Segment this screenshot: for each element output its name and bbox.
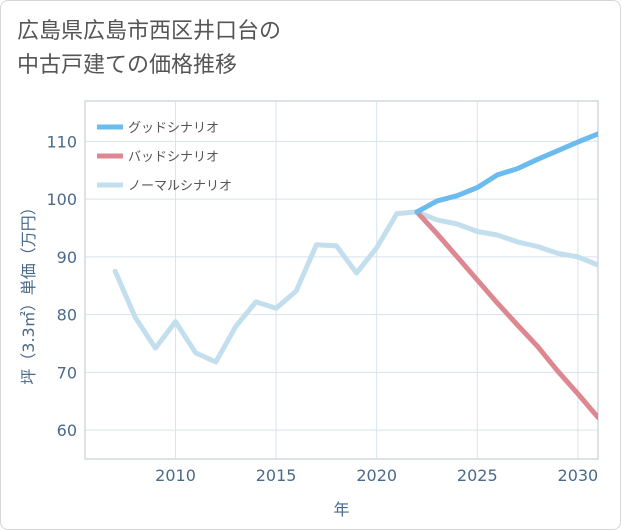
y-tick-label: 70 xyxy=(57,363,77,382)
y-tick-label: 90 xyxy=(57,248,77,267)
y-tick-label: 100 xyxy=(46,190,77,209)
y-tick-label: 60 xyxy=(57,421,77,440)
y-tick-label: 80 xyxy=(57,306,77,325)
legend-label-bad: バッドシナリオ xyxy=(128,150,219,165)
series-line-bad xyxy=(414,209,598,420)
chart-title: 広島県広島市西区井口台の 中古戸建ての価格推移 xyxy=(17,19,282,78)
x-tick-label: 2020 xyxy=(356,466,397,485)
plot-frame xyxy=(84,100,599,460)
x-tick-label: 2030 xyxy=(558,466,599,485)
legend-label-good: グッドシナリオ xyxy=(128,121,219,136)
x-tick-label: 2025 xyxy=(457,466,498,485)
legend-label-normal: ノーマルシナリオ xyxy=(128,179,232,194)
x-axis-title: 年 xyxy=(333,500,349,519)
series-line-good xyxy=(414,131,598,215)
y-axis-title: 坪（3.3㎡）単価（万円） xyxy=(19,199,38,384)
series-line-normal xyxy=(112,209,598,365)
y-tick-label: 110 xyxy=(46,132,77,151)
x-tick-label: 2015 xyxy=(256,466,297,485)
x-tick-label: 2010 xyxy=(155,466,196,485)
